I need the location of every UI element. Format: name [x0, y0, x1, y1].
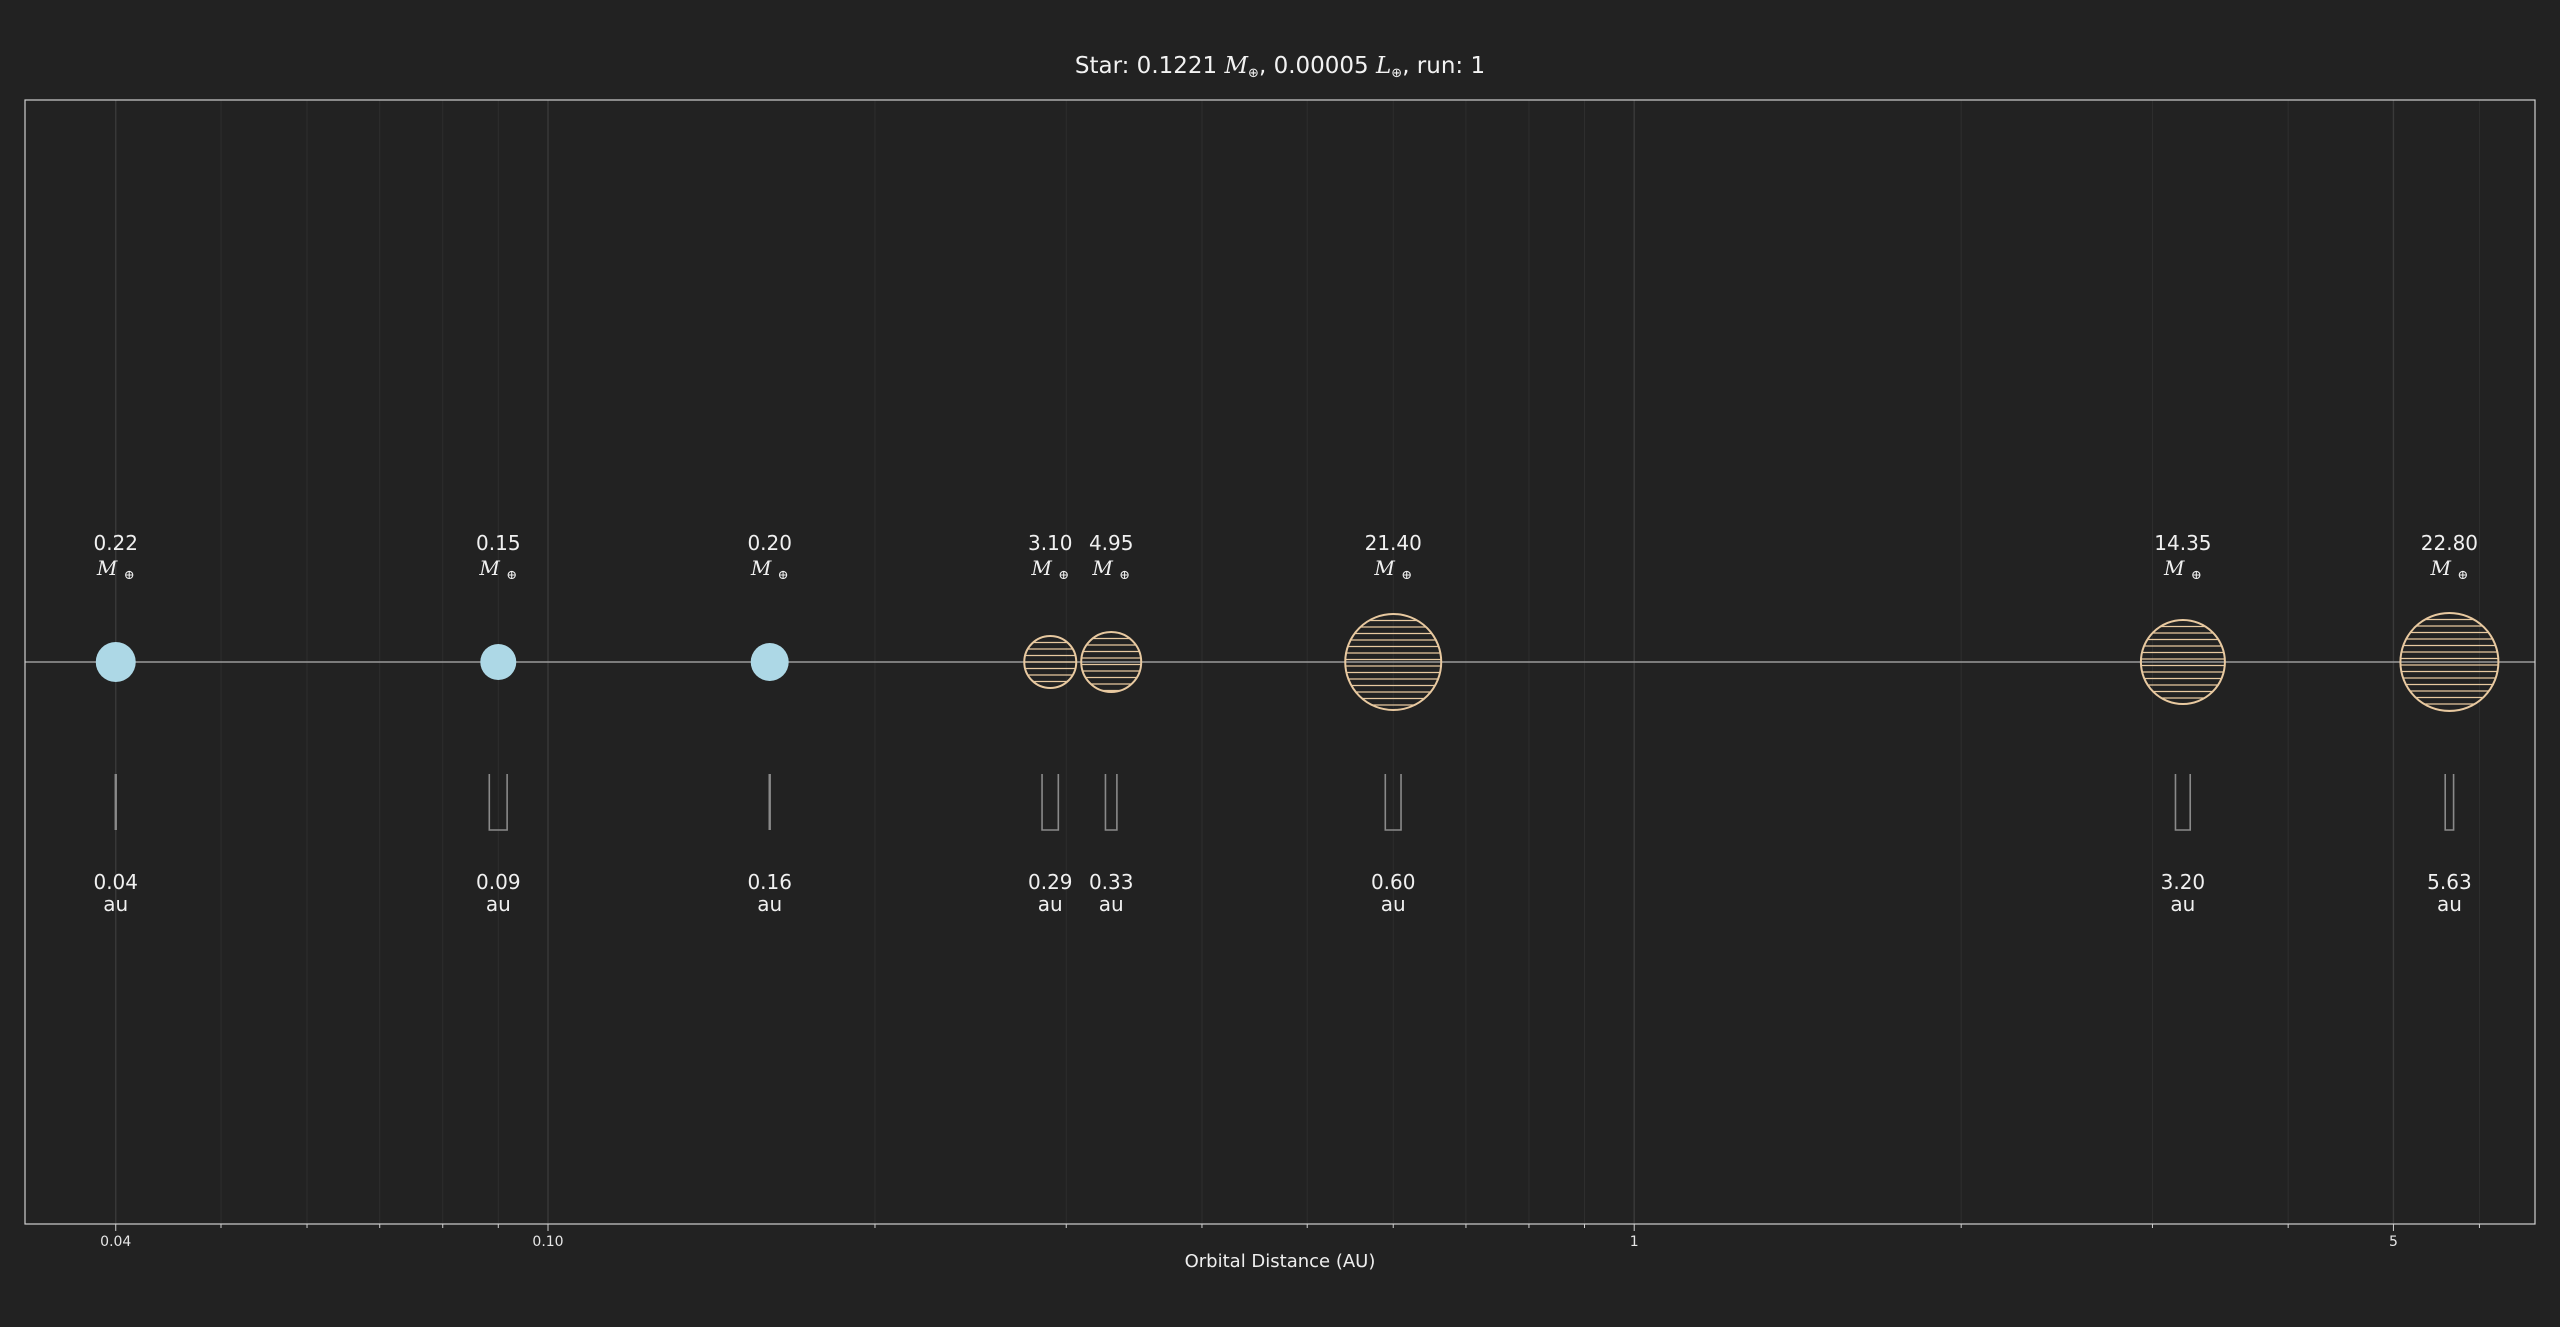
planet-mass-label: 21.40 [1365, 531, 1422, 555]
axes-frame [24, 99, 2536, 1225]
orbit-range-marker [2444, 774, 2455, 831]
planet-mass-unit: M ⊕ [1373, 556, 1412, 583]
title-lum-subscript: ⊕ [1391, 66, 1402, 81]
title-middle: , 0.00005 [1259, 53, 1376, 79]
planet-mass-unit: M ⊕ [2430, 556, 2469, 583]
planet-mass-label: 4.95 [1089, 531, 1134, 555]
orbit-range-marker [1104, 774, 1118, 831]
planet-mass-label: 0.20 [747, 531, 792, 555]
rocky-planet-marker [95, 642, 136, 682]
gas-planet-marker [2139, 619, 2226, 705]
x-tick-label: 0.04 [100, 1234, 131, 1250]
planet-distance-unit: au [1038, 892, 1063, 916]
planet-distance-label: 0.33 [1089, 870, 1134, 894]
planet-distance-unit: au [2170, 892, 2195, 916]
planet-mass-unit: M ⊕ [96, 556, 135, 583]
x-axis-ticks: 0.04 0.10 1 5 [100, 1234, 2398, 1250]
planet-distance-label: 0.04 [93, 870, 138, 894]
planet-mass-unit: M ⊕ [1091, 556, 1130, 583]
orbit-range-marker [1384, 774, 1402, 831]
planet-distance-label: 0.16 [747, 870, 792, 894]
orbit-range-marker [488, 774, 508, 831]
planet-distance-label: 0.60 [1371, 870, 1416, 894]
planet-mass-unit: M ⊕ [478, 556, 517, 583]
planet-mass-unit: M ⊕ [1030, 556, 1069, 583]
rocky-planet-marker [480, 644, 517, 680]
planet-mass-unit: M ⊕ [750, 556, 789, 583]
planet-mass-label: 22.80 [2421, 531, 2478, 555]
title-suffix: , run: 1 [1402, 53, 1485, 79]
title-lum-symbol: L [1375, 53, 1391, 79]
title-mass-symbol: M [1223, 53, 1249, 79]
gas-planet-marker [2399, 612, 2500, 712]
gas-planet-marker [1080, 631, 1143, 693]
planet-distance-label: 0.09 [476, 870, 521, 894]
x-tick-label: 5 [2389, 1234, 2398, 1250]
planet-mass-label: 0.22 [93, 531, 138, 555]
planet-mass-label: 14.35 [2154, 531, 2211, 555]
title-mass-subscript: ⊕ [1248, 66, 1259, 81]
planet-distance-unit: au [757, 892, 782, 916]
orbit-range-marker [2174, 774, 2192, 831]
x-axis-label: Orbital Distance (AU) [1185, 1251, 1376, 1272]
planet-distance-label: 5.63 [2427, 870, 2472, 894]
gas-planet-marker [1344, 613, 1443, 711]
planet-mass-unit: M ⊕ [2163, 556, 2202, 583]
planet-mass-label: 3.10 [1028, 531, 1073, 555]
planet-mass-label: 0.15 [476, 531, 521, 555]
x-tick-label: 1 [1630, 1234, 1639, 1250]
planet-distance-unit: au [486, 892, 511, 916]
rocky-planet-marker [750, 643, 789, 681]
chart-title: Star: 0.1221 M⊕, 0.00005 L⊕, run: 1 [1075, 53, 1485, 81]
planet-distance-label: 3.20 [2161, 870, 2206, 894]
planet-distance-unit: au [1381, 892, 1406, 916]
planet-distance-unit: au [103, 892, 128, 916]
planet-distance-unit: au [1099, 892, 1124, 916]
orbit-range-marker [1041, 774, 1060, 831]
planet-distance-label: 0.29 [1028, 870, 1073, 894]
x-tick-label: 0.10 [532, 1234, 563, 1250]
title-prefix: Star: 0.1221 [1075, 53, 1225, 79]
planet-distance-unit: au [2437, 892, 2462, 916]
gas-planet-marker [1023, 635, 1078, 689]
